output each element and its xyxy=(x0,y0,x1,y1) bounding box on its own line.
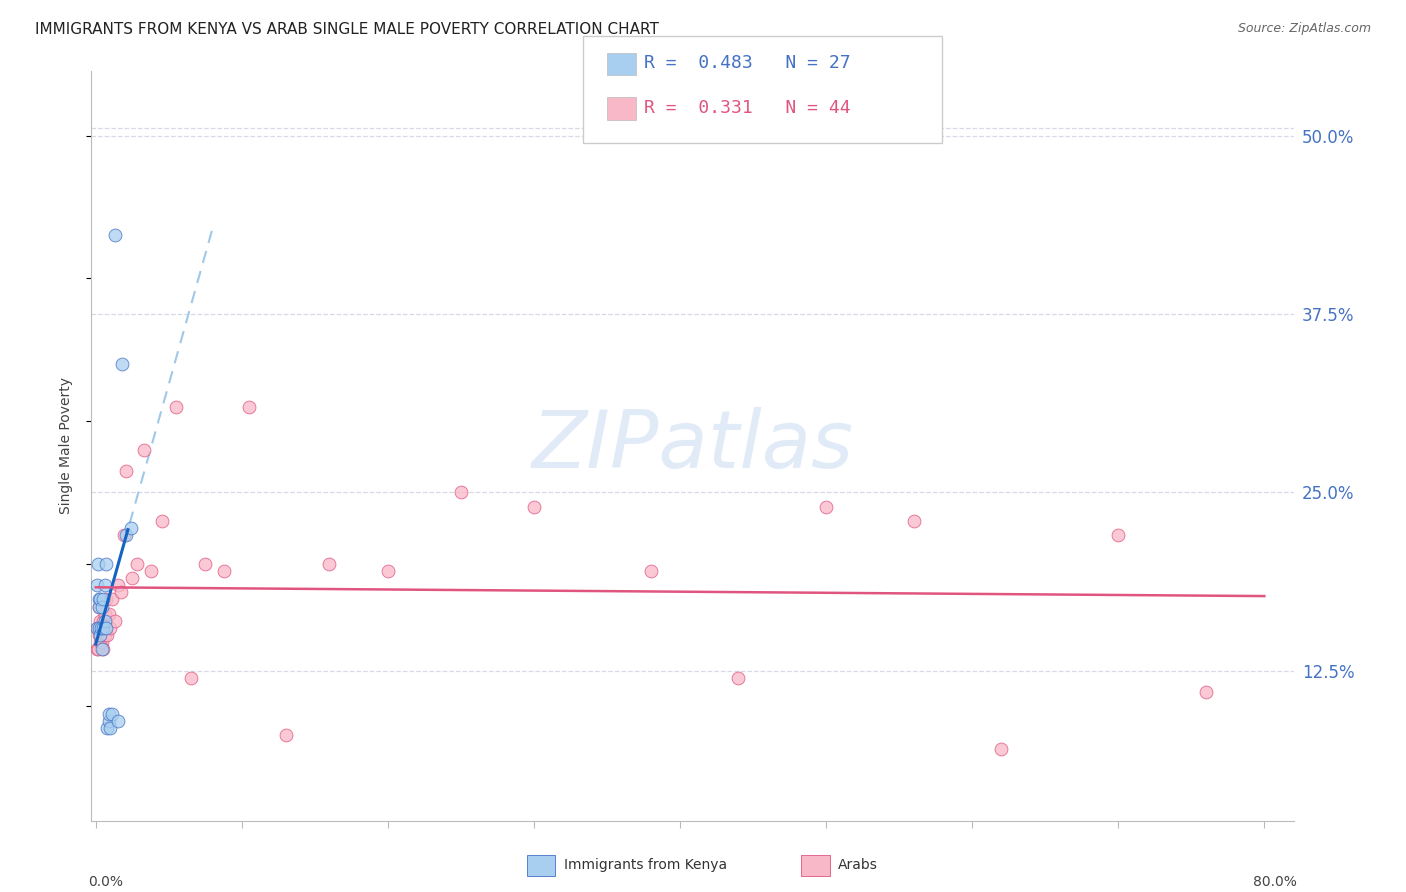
Point xyxy=(91,621,114,635)
Point xyxy=(104,614,127,628)
Point xyxy=(94,557,117,571)
Point xyxy=(89,599,111,614)
Point xyxy=(89,614,111,628)
Point xyxy=(110,585,132,599)
Point xyxy=(112,528,135,542)
Point xyxy=(111,357,134,371)
Point xyxy=(1195,685,1218,699)
Point xyxy=(86,642,108,657)
Text: Arabs: Arabs xyxy=(838,858,877,872)
Point xyxy=(93,607,115,621)
Point xyxy=(87,642,110,657)
Point xyxy=(115,464,138,478)
Text: 0.0%: 0.0% xyxy=(87,874,122,888)
Point xyxy=(815,500,838,514)
Point xyxy=(100,721,122,735)
Point xyxy=(903,514,925,528)
Point xyxy=(727,671,749,685)
Point xyxy=(89,592,111,607)
Point xyxy=(96,721,118,735)
Y-axis label: Single Male Poverty: Single Male Poverty xyxy=(59,377,73,515)
Point xyxy=(107,578,129,592)
Point xyxy=(194,557,217,571)
Point xyxy=(238,400,260,414)
Point xyxy=(97,706,120,721)
Point xyxy=(377,564,399,578)
Point xyxy=(87,628,110,642)
Point xyxy=(180,671,202,685)
Text: R =  0.331   N = 44: R = 0.331 N = 44 xyxy=(644,99,851,117)
Point xyxy=(640,564,662,578)
Point xyxy=(318,557,340,571)
Point xyxy=(86,578,108,592)
Point xyxy=(90,599,112,614)
Text: R =  0.483   N = 27: R = 0.483 N = 27 xyxy=(644,54,851,72)
Point xyxy=(93,628,115,642)
Point xyxy=(450,485,472,500)
Text: Source: ZipAtlas.com: Source: ZipAtlas.com xyxy=(1237,22,1371,36)
Point xyxy=(90,635,112,649)
Point xyxy=(86,621,108,635)
Point xyxy=(87,557,110,571)
Point xyxy=(91,642,114,657)
Point xyxy=(150,514,173,528)
Point xyxy=(115,528,138,542)
Point xyxy=(100,621,122,635)
Point xyxy=(87,621,110,635)
Point xyxy=(274,728,297,742)
Point xyxy=(93,578,115,592)
Point xyxy=(91,592,114,607)
Text: ZIPatlas: ZIPatlas xyxy=(531,407,853,485)
Point xyxy=(990,742,1012,756)
Point xyxy=(97,607,120,621)
Point xyxy=(120,521,142,535)
Point xyxy=(89,628,111,642)
Point xyxy=(121,571,143,585)
Point xyxy=(165,400,187,414)
Text: Immigrants from Kenya: Immigrants from Kenya xyxy=(564,858,727,872)
Point xyxy=(94,621,117,635)
Point xyxy=(1107,528,1129,542)
Point xyxy=(107,714,129,728)
Point xyxy=(94,592,117,607)
Point xyxy=(86,621,108,635)
Point xyxy=(97,714,120,728)
Point xyxy=(87,599,110,614)
Point xyxy=(141,564,163,578)
Point xyxy=(523,500,546,514)
Point xyxy=(90,621,112,635)
Text: IMMIGRANTS FROM KENYA VS ARAB SINGLE MALE POVERTY CORRELATION CHART: IMMIGRANTS FROM KENYA VS ARAB SINGLE MAL… xyxy=(35,22,659,37)
Point xyxy=(101,706,124,721)
Point xyxy=(214,564,236,578)
Point xyxy=(90,642,112,657)
Point xyxy=(89,635,111,649)
Point xyxy=(91,614,114,628)
Point xyxy=(93,614,115,628)
Point xyxy=(104,228,127,243)
Point xyxy=(132,442,155,457)
Point xyxy=(125,557,148,571)
Text: 80.0%: 80.0% xyxy=(1253,874,1298,888)
Point xyxy=(87,592,110,607)
Point xyxy=(101,592,124,607)
Point xyxy=(96,628,118,642)
